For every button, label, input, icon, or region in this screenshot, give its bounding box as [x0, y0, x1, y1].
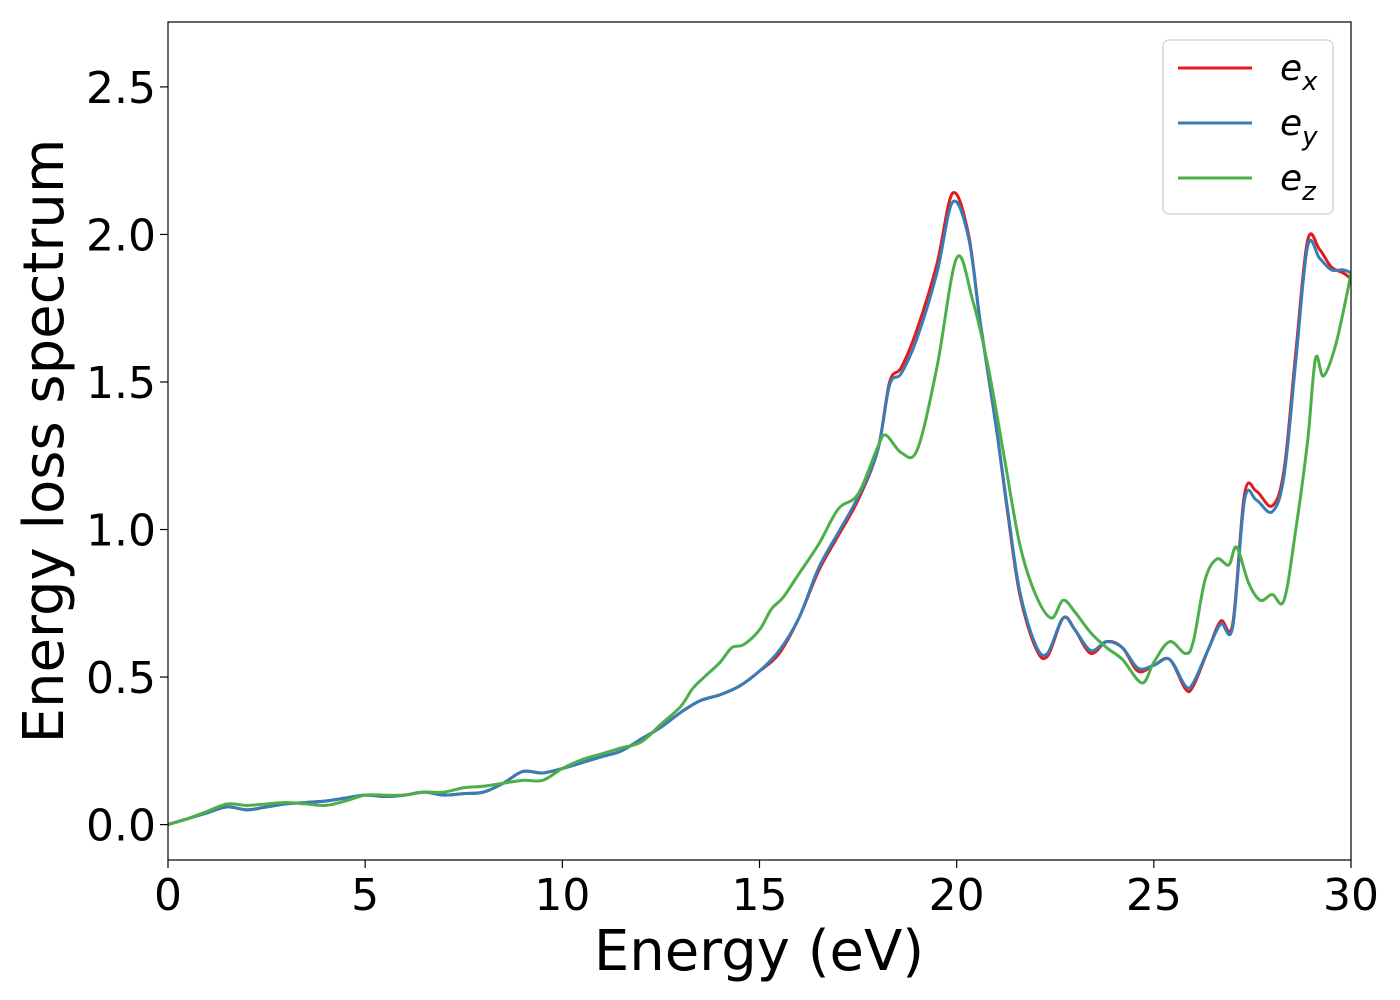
x-tick-label: 20: [929, 870, 985, 921]
y-tick-label: 2.5: [86, 63, 156, 114]
legend: ex ey ez: [1162, 39, 1334, 215]
x-tick-label: 30: [1323, 870, 1379, 921]
x-tick-label: 5: [351, 870, 379, 921]
y-tick-label: 0.0: [86, 801, 156, 852]
series-line-z: [168, 254, 1351, 827]
series-layer: [168, 191, 1351, 827]
x-axis-label: Energy (eV): [594, 919, 924, 984]
legend-box: [1162, 39, 1334, 215]
x-tick-label: 0: [154, 870, 182, 921]
x-tick-label: 25: [1126, 870, 1182, 921]
y-tick-label: 1.5: [86, 358, 156, 409]
y-tick-label: 1.0: [86, 506, 156, 557]
y-axis-label: Energy loss spectrum: [12, 139, 77, 744]
legend-label-z: ez: [1280, 158, 1317, 207]
legend-label-x: ex: [1280, 48, 1318, 97]
y-tick-label: 2.0: [86, 210, 156, 261]
x-tick-label: 15: [732, 870, 788, 921]
legend-label-y: ey: [1280, 103, 1318, 152]
x-tick-label: 10: [534, 870, 590, 921]
axes-layer: 0 5 10 15 20 25 30 0.0 0.5 1.0 1.5 2.0 2.5: [86, 21, 1379, 921]
y-tick-label: 0.5: [86, 653, 156, 704]
